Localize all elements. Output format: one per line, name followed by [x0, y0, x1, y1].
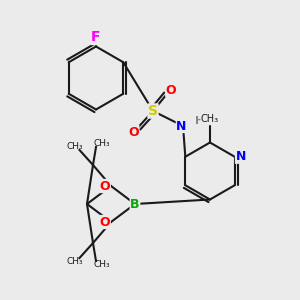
- Text: N: N: [236, 150, 246, 163]
- Text: F: F: [91, 31, 101, 44]
- Text: B: B: [130, 197, 140, 211]
- Text: O: O: [100, 179, 110, 193]
- Text: S: S: [148, 104, 158, 118]
- Text: CH₃: CH₃: [201, 113, 219, 124]
- Text: N: N: [176, 119, 187, 133]
- Text: CH₃: CH₃: [66, 142, 83, 151]
- Text: O: O: [166, 83, 176, 97]
- Text: CH₃: CH₃: [94, 139, 110, 148]
- Text: H: H: [195, 116, 204, 127]
- Text: O: O: [100, 215, 110, 229]
- Text: CH₃: CH₃: [66, 257, 83, 266]
- Text: CH₃: CH₃: [94, 260, 110, 269]
- Text: O: O: [128, 125, 139, 139]
